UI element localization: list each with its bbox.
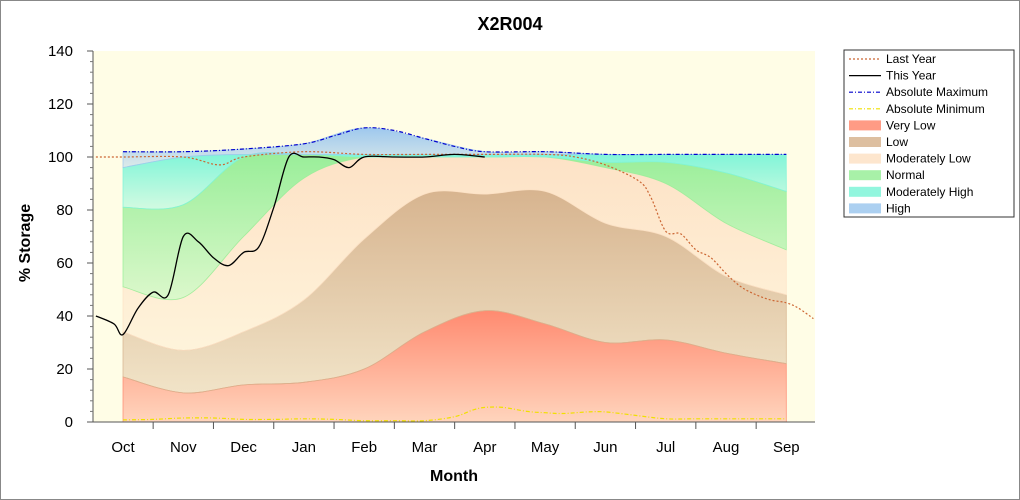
axes: 0 20 40 60 80 100 120 140 Oct Nov Dec Jan Feb Mar Apr M… xyxy=(48,43,815,456)
legend-label-absolute-minimum: Absolute Minimum xyxy=(886,102,985,116)
legend: Last Year This Year Absolute Maximum Absolu… xyxy=(843,49,1015,218)
y-tick-label: 20 xyxy=(56,361,73,378)
series-line-absolute-minimum xyxy=(122,406,787,422)
y-tick-label: 140 xyxy=(48,43,73,60)
y-axis-title: % Storage xyxy=(17,204,34,282)
x-tick-label: Nov xyxy=(170,439,197,456)
x-axis-title: Month xyxy=(430,468,478,485)
legend-label-moderately-low: Moderately Low xyxy=(886,152,971,166)
legend-label-high: High xyxy=(886,201,911,215)
legend-swatch-high xyxy=(849,203,881,214)
y-tick-label: 40 xyxy=(56,308,73,325)
y-tick-label: 60 xyxy=(56,255,73,272)
legend-swatch-moderately-low xyxy=(849,153,881,164)
x-tick-label: Jan xyxy=(292,439,316,456)
legend-swatch-low xyxy=(849,137,881,147)
y-tick-label: 0 xyxy=(65,414,73,431)
legend-label-very-low: Very Low xyxy=(886,118,936,132)
x-tick-label: Sep xyxy=(773,439,800,456)
x-tick-label: Mar xyxy=(412,439,438,456)
legend-label-this-year: This Year xyxy=(886,69,936,83)
x-tick-label: May xyxy=(531,439,560,456)
x-tick-label: Jul xyxy=(656,439,675,456)
legend-label-low: Low xyxy=(886,135,908,149)
legend-swatch-very-low xyxy=(849,120,881,131)
x-tick-label: Aug xyxy=(713,439,740,456)
x-tick-label: Apr xyxy=(473,439,496,456)
x-tick-label: Oct xyxy=(111,439,135,456)
legend-label-absolute-maximum: Absolute Maximum xyxy=(886,85,988,99)
legend-label-normal: Normal xyxy=(886,168,925,182)
y-tick-label: 80 xyxy=(56,202,73,219)
plot-area xyxy=(93,51,815,423)
x-tick-label: Jun xyxy=(593,439,617,456)
legend-swatch-normal xyxy=(849,170,881,181)
series-line-this-year xyxy=(95,152,485,336)
legend-swatch-moderately-high xyxy=(849,186,881,197)
legend-label-moderately-high: Moderately High xyxy=(886,185,973,199)
legend-label-last-year: Last Year xyxy=(886,52,936,66)
y-tick-label: 100 xyxy=(48,149,73,166)
chart-title: X2R004 xyxy=(477,14,542,34)
y-tick-label: 120 xyxy=(48,96,73,113)
x-tick-label: Feb xyxy=(351,439,377,456)
x-tick-label: Dec xyxy=(230,439,257,456)
